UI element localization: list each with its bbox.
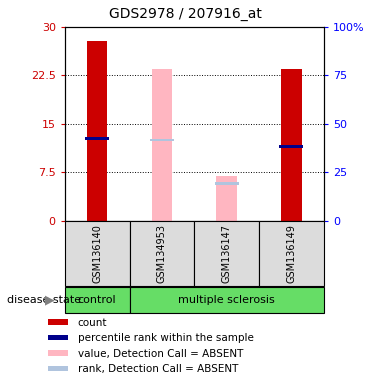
Text: percentile rank within the sample: percentile rank within the sample [78,333,253,343]
Text: rank, Detection Call = ABSENT: rank, Detection Call = ABSENT [78,364,238,374]
Bar [65,221,130,286]
Bar [65,287,130,313]
Text: GSM136149: GSM136149 [286,224,296,283]
Bar [87,41,108,221]
Text: ▶: ▶ [45,293,55,306]
Bar [48,366,68,371]
Bar [48,350,68,356]
Text: GDS2978 / 207916_at: GDS2978 / 207916_at [108,7,262,21]
Bar [215,182,239,185]
Bar [216,176,237,221]
Bar [194,221,259,286]
Bar [152,69,172,221]
Bar [48,319,68,325]
Text: value, Detection Call = ABSENT: value, Detection Call = ABSENT [78,349,243,359]
Text: GSM134953: GSM134953 [157,224,167,283]
Bar [281,69,302,221]
Text: GSM136140: GSM136140 [92,224,102,283]
Text: multiple sclerosis: multiple sclerosis [178,295,275,305]
Text: GSM136147: GSM136147 [222,224,232,283]
Bar [259,221,324,286]
Text: disease state: disease state [7,295,81,305]
Bar [48,334,68,340]
Text: count: count [78,318,107,328]
Bar [130,287,324,313]
Bar [85,137,109,139]
Text: control: control [78,295,117,305]
Bar [279,145,303,148]
Bar [150,139,174,141]
Bar [130,221,194,286]
